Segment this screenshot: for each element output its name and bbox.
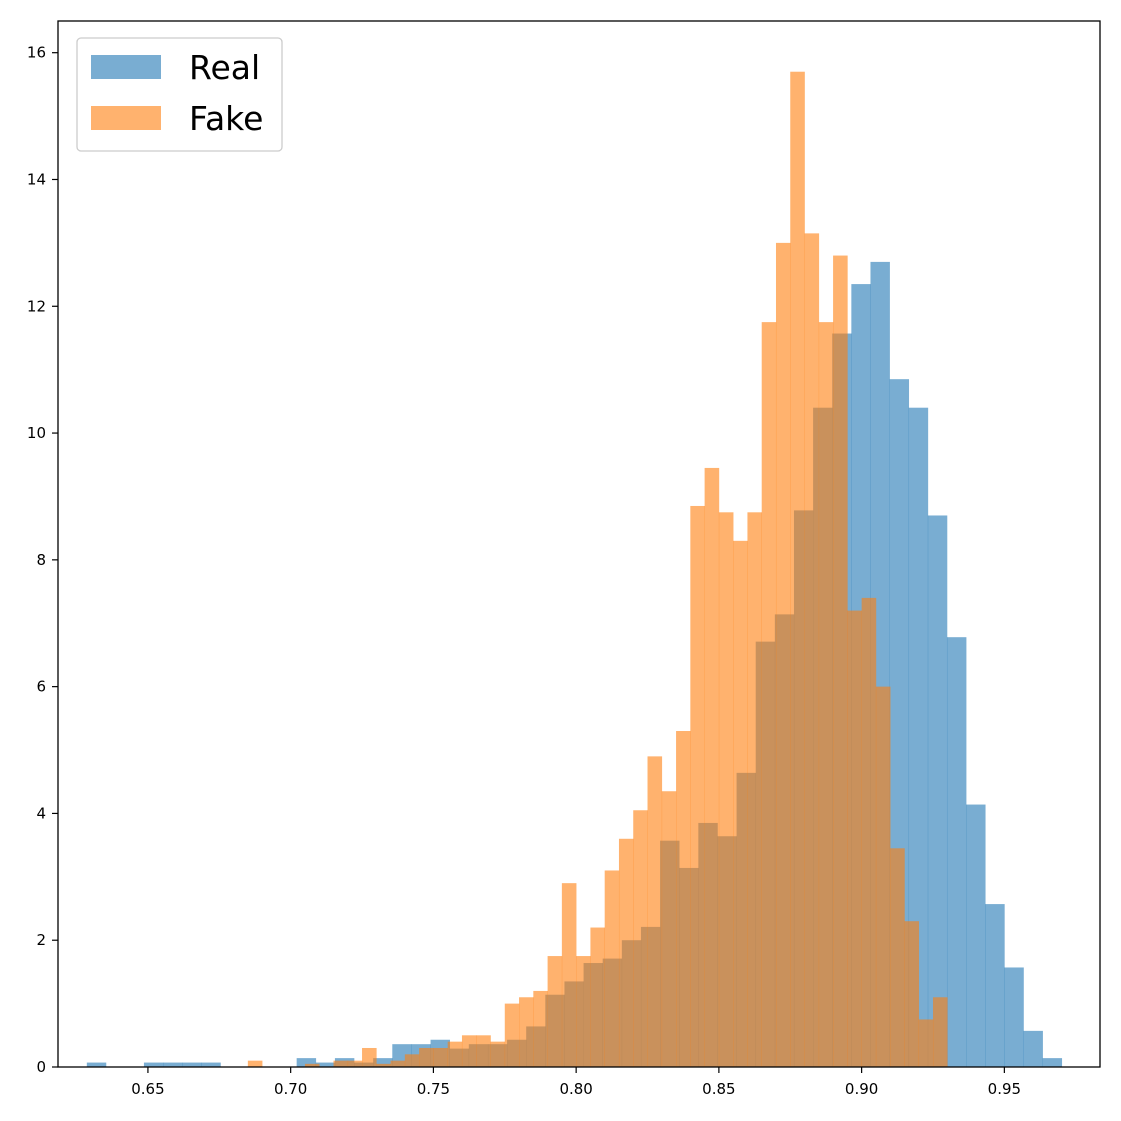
bar-fake-25 bbox=[661, 791, 677, 1067]
bar-real-6 bbox=[315, 1062, 336, 1067]
legend-label-fake: Fake bbox=[189, 99, 263, 138]
bar-fake-30 bbox=[733, 540, 748, 1067]
bar-fake-9 bbox=[433, 1047, 448, 1067]
bar-fake-6 bbox=[390, 1060, 406, 1067]
bar-real-1 bbox=[143, 1062, 164, 1067]
bar-fake-10 bbox=[447, 1041, 463, 1067]
bar-fake-17 bbox=[547, 956, 563, 1067]
bar-fake-7 bbox=[404, 1054, 420, 1067]
y-tick-label: 8 bbox=[36, 551, 46, 569]
bar-real-5 bbox=[296, 1058, 317, 1067]
legend-label-real: Real bbox=[189, 48, 260, 87]
x-tick-label: 0.85 bbox=[702, 1080, 735, 1098]
x-tick-label: 0.75 bbox=[417, 1080, 450, 1098]
bar-fake-43 bbox=[918, 1019, 934, 1067]
bar-real-43 bbox=[1023, 1030, 1043, 1067]
bar-real-4 bbox=[201, 1062, 221, 1067]
bar-fake-2 bbox=[333, 1060, 349, 1067]
y-tick-label: 10 bbox=[27, 424, 46, 442]
bar-real-38 bbox=[927, 515, 948, 1067]
bar-fake-26 bbox=[676, 731, 691, 1067]
y-tick-label: 0 bbox=[36, 1058, 46, 1076]
bars-layer bbox=[86, 71, 1063, 1068]
bar-fake-37 bbox=[833, 255, 848, 1068]
bar-fake-12 bbox=[476, 1035, 491, 1067]
bar-fake-15 bbox=[519, 997, 534, 1067]
bar-fake-20 bbox=[590, 927, 605, 1067]
legend-swatch-real bbox=[91, 55, 161, 79]
y-tick-label: 4 bbox=[36, 804, 46, 822]
bar-fake-29 bbox=[718, 512, 734, 1067]
bar-real-3 bbox=[182, 1062, 202, 1067]
y-tick-label: 14 bbox=[27, 170, 46, 188]
bar-real-39 bbox=[946, 637, 967, 1067]
bar-fake-42 bbox=[904, 921, 920, 1067]
bar-fake-22 bbox=[618, 838, 634, 1067]
bar-fake-14 bbox=[504, 1003, 520, 1067]
y-tick-label: 12 bbox=[27, 297, 46, 315]
legend: Real Fake bbox=[76, 37, 283, 152]
bar-fake-5 bbox=[376, 1063, 391, 1067]
bar-fake-44 bbox=[932, 997, 948, 1067]
x-tick-label: 0.70 bbox=[274, 1080, 307, 1098]
bar-fake-31 bbox=[747, 512, 763, 1067]
bar-real-44 bbox=[1042, 1058, 1063, 1067]
bar-fake-41 bbox=[890, 848, 905, 1067]
bar-fake-13 bbox=[490, 1041, 506, 1067]
x-axis: 0.65 0.70 0.75 0.80 0.85 0.90 0.95 bbox=[131, 1067, 1021, 1098]
bar-real-0 bbox=[86, 1062, 107, 1067]
bar-fake-35 bbox=[804, 233, 820, 1067]
bar-fake-24 bbox=[647, 756, 663, 1067]
legend-swatch-fake bbox=[91, 106, 161, 130]
bar-fake-28 bbox=[704, 467, 720, 1068]
y-tick-label: 6 bbox=[36, 678, 46, 696]
bar-fake-33 bbox=[775, 242, 791, 1067]
bar-fake-38 bbox=[847, 610, 862, 1067]
series-fake bbox=[247, 71, 948, 1068]
bar-fake-39 bbox=[861, 597, 877, 1067]
x-tick-label: 0.65 bbox=[131, 1080, 164, 1098]
bar-real-40 bbox=[966, 804, 986, 1067]
bar-fake-0 bbox=[247, 1060, 263, 1067]
bar-fake-16 bbox=[533, 990, 548, 1067]
bar-fake-32 bbox=[761, 322, 777, 1067]
x-tick-label: 0.95 bbox=[988, 1080, 1021, 1098]
bar-fake-3 bbox=[347, 1060, 363, 1067]
bar-fake-21 bbox=[604, 870, 620, 1067]
bar-fake-8 bbox=[419, 1047, 434, 1067]
y-tick-label: 2 bbox=[36, 931, 46, 949]
bar-fake-18 bbox=[561, 883, 577, 1067]
bar-real-9 bbox=[373, 1058, 393, 1067]
x-tick-label: 0.80 bbox=[559, 1080, 592, 1098]
bar-fake-40 bbox=[875, 686, 891, 1067]
bar-fake-4 bbox=[362, 1047, 377, 1067]
bar-fake-11 bbox=[461, 1035, 477, 1067]
bar-fake-1 bbox=[304, 1063, 320, 1067]
bar-real-42 bbox=[1004, 967, 1024, 1067]
bar-real-41 bbox=[985, 904, 1005, 1067]
bar-fake-36 bbox=[818, 322, 834, 1067]
bar-real-37 bbox=[908, 407, 929, 1068]
bar-real-2 bbox=[163, 1062, 183, 1067]
bar-fake-19 bbox=[576, 956, 591, 1067]
y-axis: 0 2 4 6 8 10 12 14 16 bbox=[27, 44, 58, 1076]
y-tick-label: 16 bbox=[27, 44, 46, 62]
plot-frame bbox=[57, 20, 1101, 1068]
bar-fake-34 bbox=[790, 71, 805, 1067]
bar-fake-27 bbox=[690, 505, 705, 1067]
bar-fake-23 bbox=[633, 810, 648, 1067]
x-tick-label: 0.90 bbox=[845, 1080, 878, 1098]
